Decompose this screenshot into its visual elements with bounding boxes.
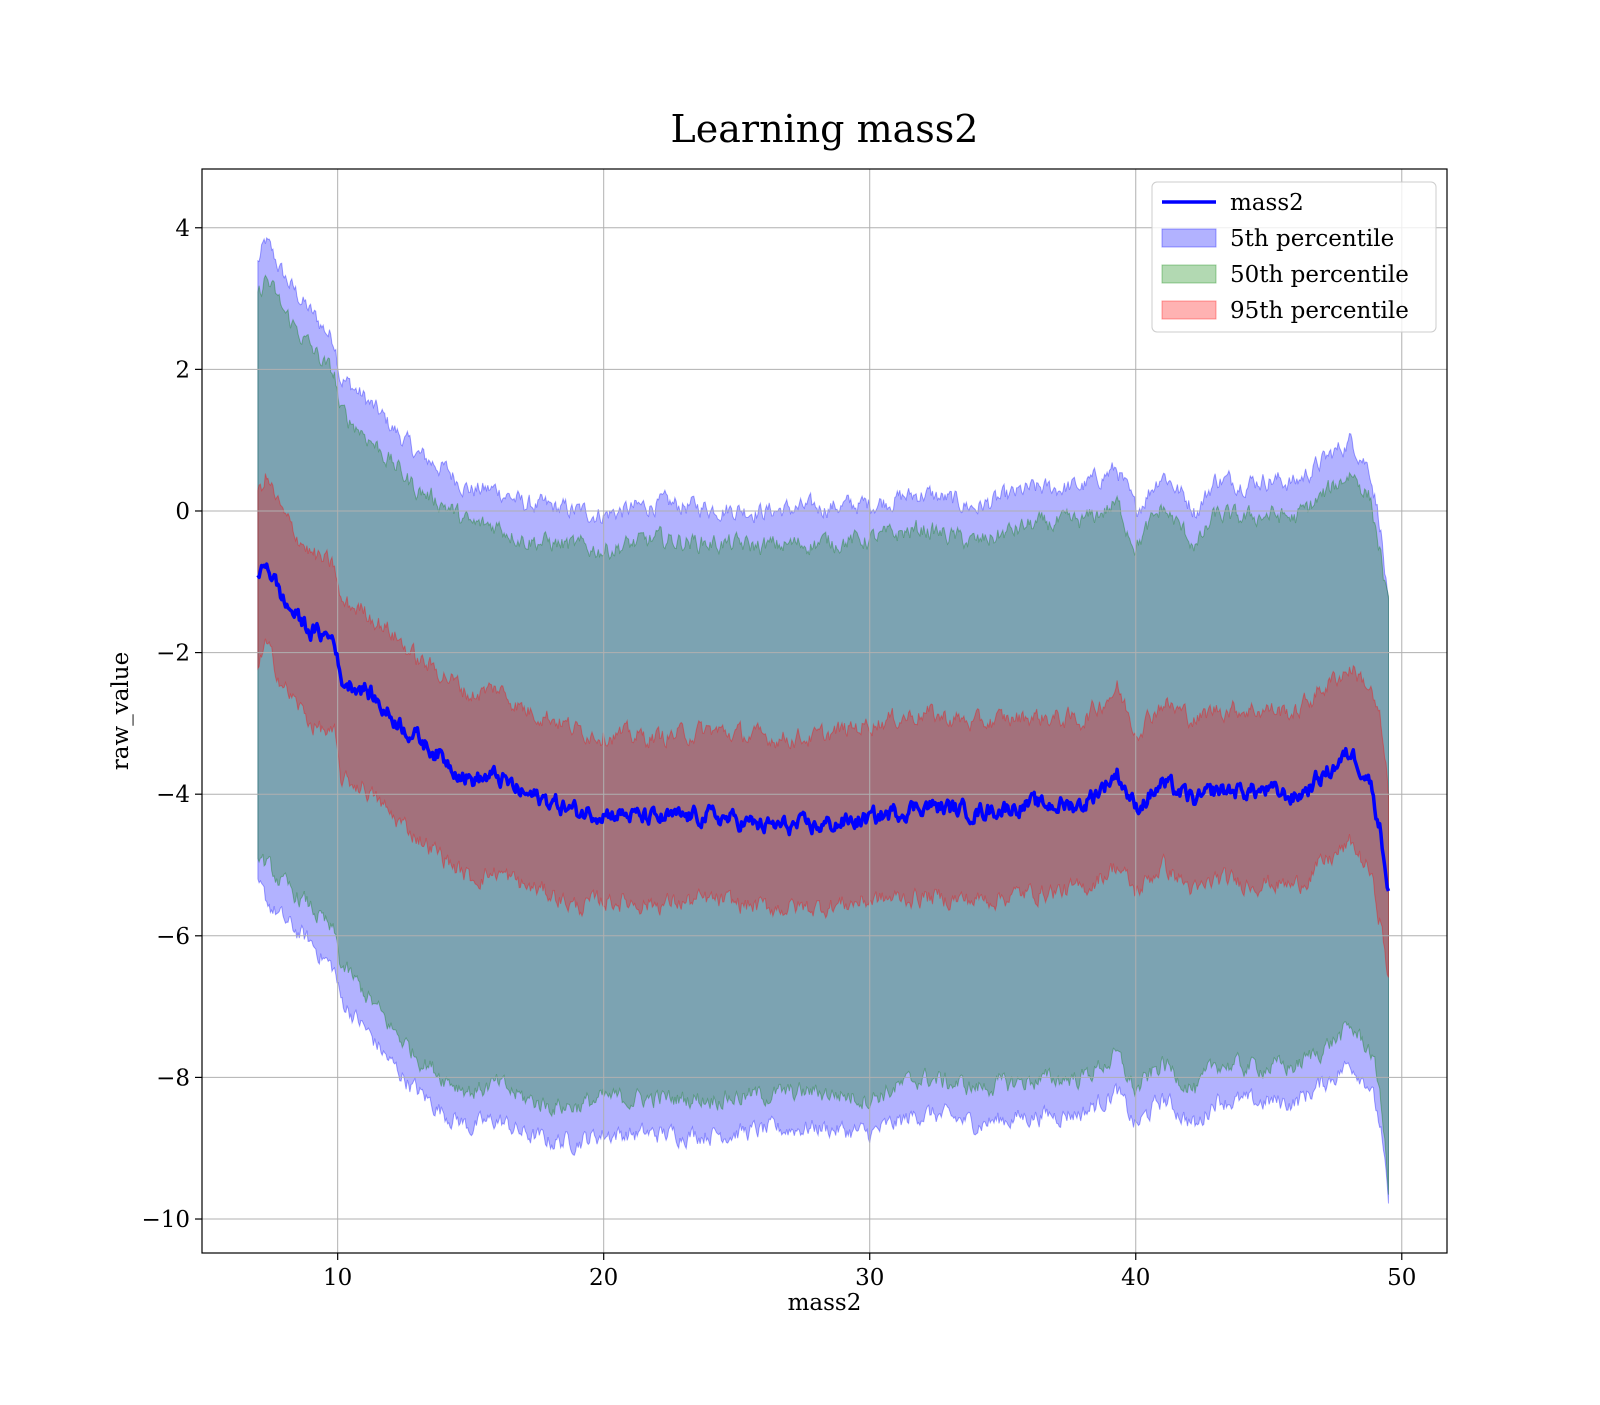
legend: mass2 5th percentile 50th percentile 95th p… xyxy=(1151,181,1437,333)
x-tick-label: 20 xyxy=(589,1265,618,1291)
plot-area xyxy=(257,236,1389,1204)
legend-label: 50th percentile xyxy=(1230,262,1409,288)
band-5th-percentile xyxy=(257,236,1389,1204)
axes-frame xyxy=(201,168,1448,1254)
y-tick-label: −10 xyxy=(141,1207,190,1233)
gridlines xyxy=(202,169,1447,1253)
x-tick-label: 10 xyxy=(323,1265,352,1291)
band-50th-percentile xyxy=(257,274,1389,1195)
x-tick-label: 50 xyxy=(1387,1265,1416,1291)
y-tick-label: −4 xyxy=(156,782,190,808)
y-tick-label: −6 xyxy=(156,924,190,950)
x-axis-label: mass2 xyxy=(788,1290,862,1316)
y-tick-label: −8 xyxy=(156,1065,190,1091)
x-tick-label: 40 xyxy=(1121,1265,1150,1291)
y-axis-label: raw_value xyxy=(108,652,134,770)
band-95th-percentile xyxy=(257,473,1389,978)
legend-label: mass2 xyxy=(1230,190,1304,216)
legend-swatch-band-5th-percentile xyxy=(1161,228,1217,248)
y-tick-label: 0 xyxy=(175,499,190,525)
legend-label: 95th percentile xyxy=(1230,298,1409,324)
legend-box xyxy=(1151,181,1437,333)
legend-swatch-band-50th-percentile xyxy=(1161,264,1217,284)
chart-title: Learning mass2 xyxy=(671,107,979,151)
x-tick-label: 30 xyxy=(855,1265,884,1291)
y-tick-label: 2 xyxy=(175,357,190,383)
y-tick-label: 4 xyxy=(175,216,190,242)
series-line-mass2 xyxy=(256,562,1391,892)
legend-swatch-band-95th-percentile xyxy=(1161,300,1217,320)
legend-label: 5th percentile xyxy=(1230,226,1394,252)
y-tick-label: −2 xyxy=(156,641,190,667)
